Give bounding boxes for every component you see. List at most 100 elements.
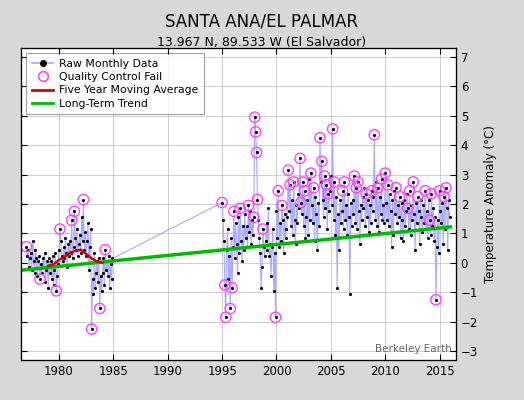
Point	[293, 220, 301, 226]
Point	[315, 223, 323, 229]
Point	[364, 196, 372, 203]
Point	[30, 270, 39, 276]
Point	[344, 190, 352, 197]
Point	[309, 220, 317, 226]
Point	[403, 205, 412, 212]
Point	[233, 270, 242, 276]
Point	[405, 226, 413, 232]
Text: 13.967 N, 89.533 W (El Salvador): 13.967 N, 89.533 W (El Salvador)	[157, 36, 367, 49]
Point	[425, 217, 434, 223]
Point	[321, 205, 330, 212]
Point	[299, 179, 307, 185]
Point	[430, 238, 438, 244]
Point	[269, 226, 277, 232]
Point	[99, 255, 107, 262]
Point	[245, 229, 254, 235]
Point	[340, 226, 348, 232]
Point	[330, 217, 338, 223]
Point	[287, 223, 295, 229]
Point	[275, 244, 283, 250]
Point	[239, 246, 248, 253]
Point	[272, 208, 281, 214]
Point	[29, 258, 38, 264]
Point	[238, 258, 246, 264]
Point	[296, 155, 304, 162]
Point	[297, 199, 305, 206]
Point	[307, 170, 315, 176]
Point	[329, 126, 337, 132]
Point	[340, 179, 348, 185]
Point	[66, 238, 74, 244]
Point	[320, 214, 328, 220]
Point	[51, 249, 60, 256]
Point	[297, 199, 305, 206]
Point	[340, 179, 348, 185]
Point	[47, 258, 55, 264]
Point	[329, 126, 337, 132]
Point	[376, 211, 385, 218]
Point	[420, 220, 428, 226]
Point	[249, 214, 258, 220]
Point	[57, 238, 65, 244]
Point	[326, 173, 335, 179]
Point	[54, 261, 62, 268]
Point	[354, 179, 362, 185]
Point	[96, 273, 105, 279]
Point	[266, 240, 275, 247]
Point	[263, 246, 271, 253]
Point	[444, 196, 453, 203]
Point	[71, 235, 80, 241]
Point	[322, 182, 331, 188]
Point	[443, 205, 451, 212]
Point	[363, 214, 372, 220]
Point	[376, 194, 384, 200]
Point	[65, 252, 73, 259]
Point	[353, 226, 362, 232]
Point	[413, 220, 421, 226]
Point	[241, 211, 249, 218]
Point	[322, 182, 331, 188]
Point	[277, 238, 285, 244]
Point	[230, 208, 238, 214]
Point	[263, 220, 271, 226]
Point	[286, 182, 294, 188]
Point	[337, 208, 346, 214]
Point	[63, 264, 71, 270]
Point	[226, 305, 234, 312]
Point	[369, 194, 378, 200]
Point	[339, 188, 347, 194]
Point	[285, 208, 293, 214]
Point	[49, 282, 58, 288]
Point	[388, 196, 397, 203]
Point	[271, 314, 280, 320]
Point	[439, 240, 447, 247]
Point	[79, 196, 88, 203]
Point	[50, 267, 59, 274]
Point	[259, 244, 268, 250]
Point	[304, 232, 312, 238]
Point	[440, 194, 449, 200]
Point	[411, 246, 419, 253]
Point	[435, 188, 444, 194]
Point	[332, 194, 341, 200]
Point	[56, 226, 64, 232]
Point	[284, 167, 292, 173]
Point	[105, 252, 113, 259]
Point	[399, 238, 408, 244]
Point	[391, 211, 399, 218]
Point	[367, 188, 376, 194]
Point	[316, 134, 324, 141]
Point	[330, 179, 339, 185]
Point	[303, 196, 311, 203]
Point	[36, 276, 44, 282]
Point	[99, 270, 107, 276]
Point	[219, 217, 227, 223]
Point	[79, 196, 88, 203]
Point	[85, 267, 93, 274]
Point	[354, 179, 362, 185]
Point	[64, 240, 72, 247]
Point	[256, 249, 264, 256]
Point	[373, 223, 381, 229]
Point	[370, 132, 378, 138]
Point	[101, 246, 110, 253]
